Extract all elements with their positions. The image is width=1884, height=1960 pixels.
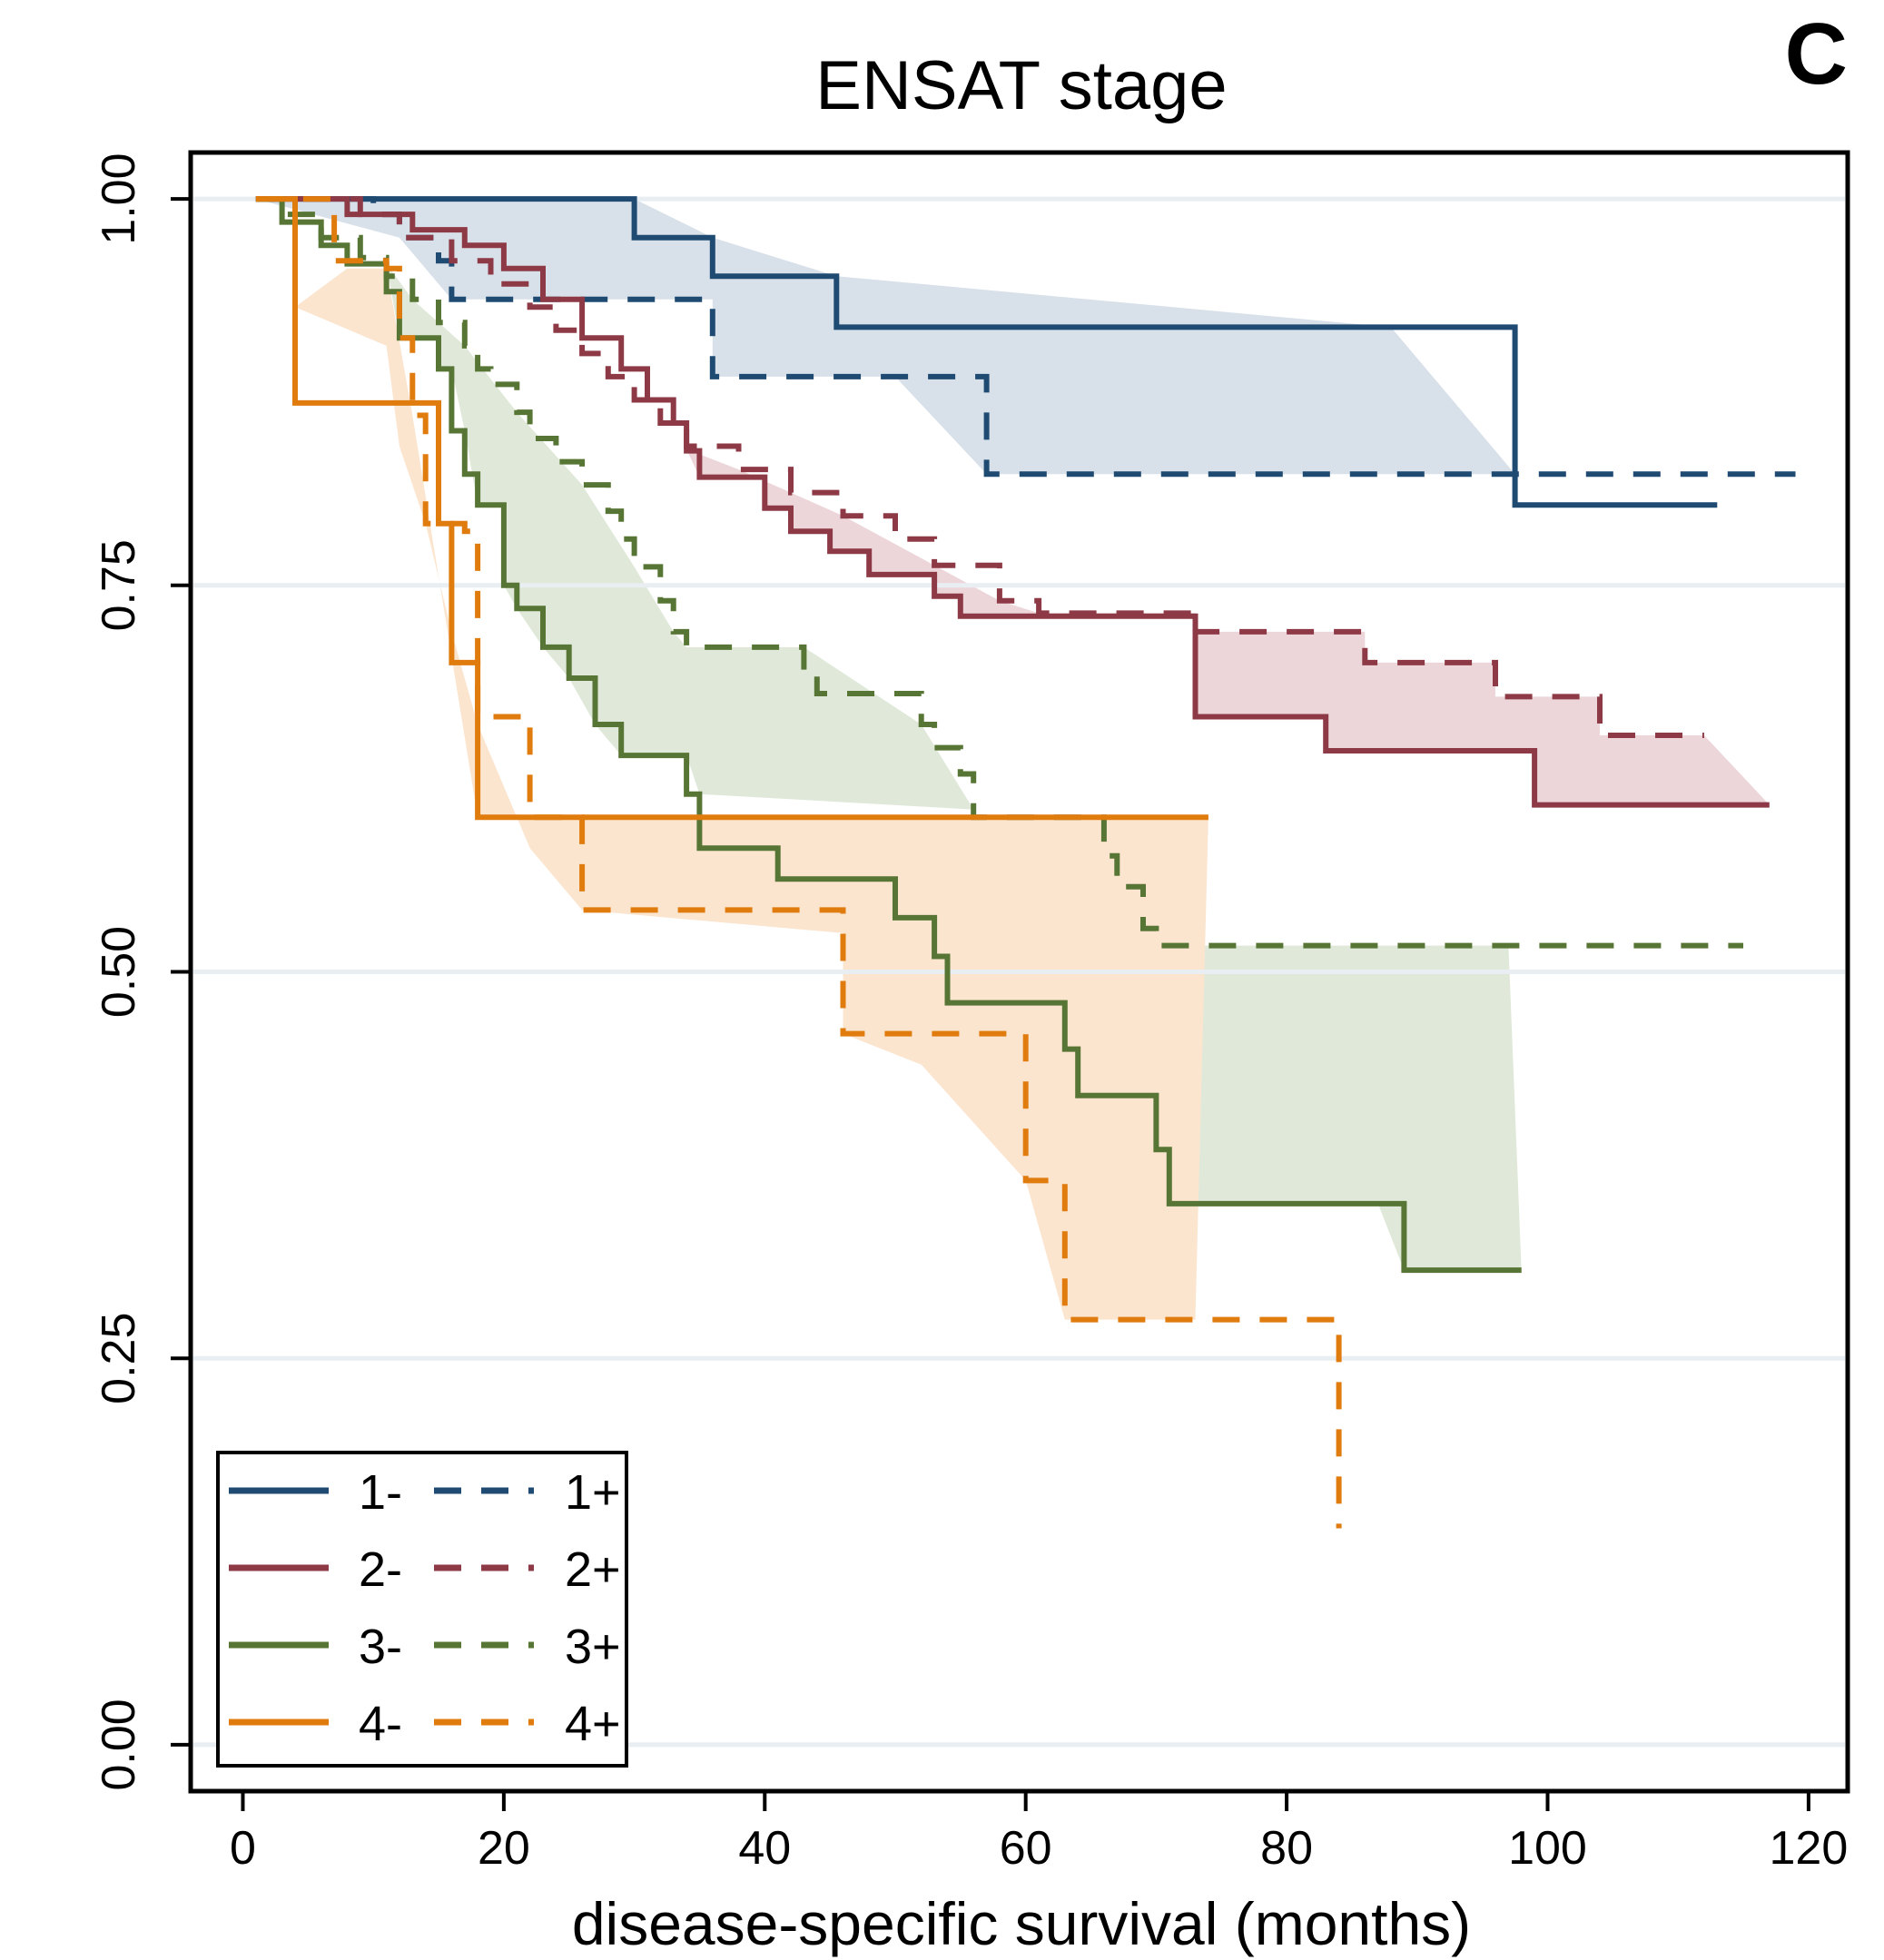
y-tick-label-1: 0.25 bbox=[93, 1313, 145, 1404]
curve-1+ bbox=[255, 196, 1796, 478]
curve-1- bbox=[255, 196, 1718, 508]
x-tick-label-0: 0 bbox=[230, 1822, 256, 1875]
y-tick-label-3: 0.75 bbox=[93, 539, 145, 631]
legend-label-4-: 4- bbox=[359, 1697, 402, 1751]
ci-band-3a bbox=[386, 263, 974, 810]
legend-label-2+: 2+ bbox=[565, 1542, 621, 1597]
legend-label-3-: 3- bbox=[359, 1620, 402, 1674]
curve-3+ bbox=[255, 196, 1743, 949]
x-tick-label-2: 40 bbox=[738, 1822, 791, 1875]
y-axis: 0.00 0.25 0.50 0.75 1.00 bbox=[93, 153, 191, 1791]
ci-band-3b bbox=[1169, 945, 1522, 1271]
confidence-bands bbox=[255, 199, 1770, 1320]
x-axis: 0 20 40 60 80 100 120 bbox=[230, 1791, 1848, 1875]
curve-4+ bbox=[255, 196, 1342, 1529]
legend-box bbox=[216, 1451, 628, 1768]
y-tick-label-2: 0.50 bbox=[93, 926, 145, 1018]
x-tick-label-3: 60 bbox=[1000, 1822, 1052, 1875]
curve-4- bbox=[255, 196, 1208, 821]
y-tick-label-0: 0.00 bbox=[93, 1699, 145, 1790]
legend-items: 1- 1+ 2- 2+ 3- 3+ 4- 4+ bbox=[229, 1465, 621, 1751]
y-tick-label-4: 1.00 bbox=[93, 153, 145, 244]
legend-label-2-: 2- bbox=[359, 1542, 402, 1597]
panel-label: C bbox=[1785, 5, 1848, 103]
survival-curves bbox=[255, 196, 1796, 1529]
ci-band-1 bbox=[255, 199, 1718, 506]
curve-2+ bbox=[255, 196, 1704, 738]
legend-label-4+: 4+ bbox=[565, 1697, 621, 1751]
x-tick-label-1: 20 bbox=[478, 1822, 530, 1875]
legend-label-1-: 1- bbox=[359, 1465, 402, 1520]
curve-2- bbox=[255, 196, 1770, 808]
ci-band-2 bbox=[686, 448, 1770, 805]
legend-label-3+: 3+ bbox=[565, 1620, 621, 1674]
legend: 1- 1+ 2- 2+ 3- 3+ 4- 4+ bbox=[216, 1451, 628, 1768]
chart-title: ENSAT stage bbox=[815, 47, 1227, 124]
x-tick-label-5: 100 bbox=[1508, 1822, 1587, 1875]
legend-label-1+: 1+ bbox=[565, 1465, 621, 1520]
x-tick-label-4: 80 bbox=[1260, 1822, 1313, 1875]
x-axis-label: disease-specific survival (months) bbox=[572, 1890, 1471, 1957]
x-tick-label-6: 120 bbox=[1770, 1822, 1849, 1875]
ci-band-4 bbox=[295, 268, 1208, 1320]
